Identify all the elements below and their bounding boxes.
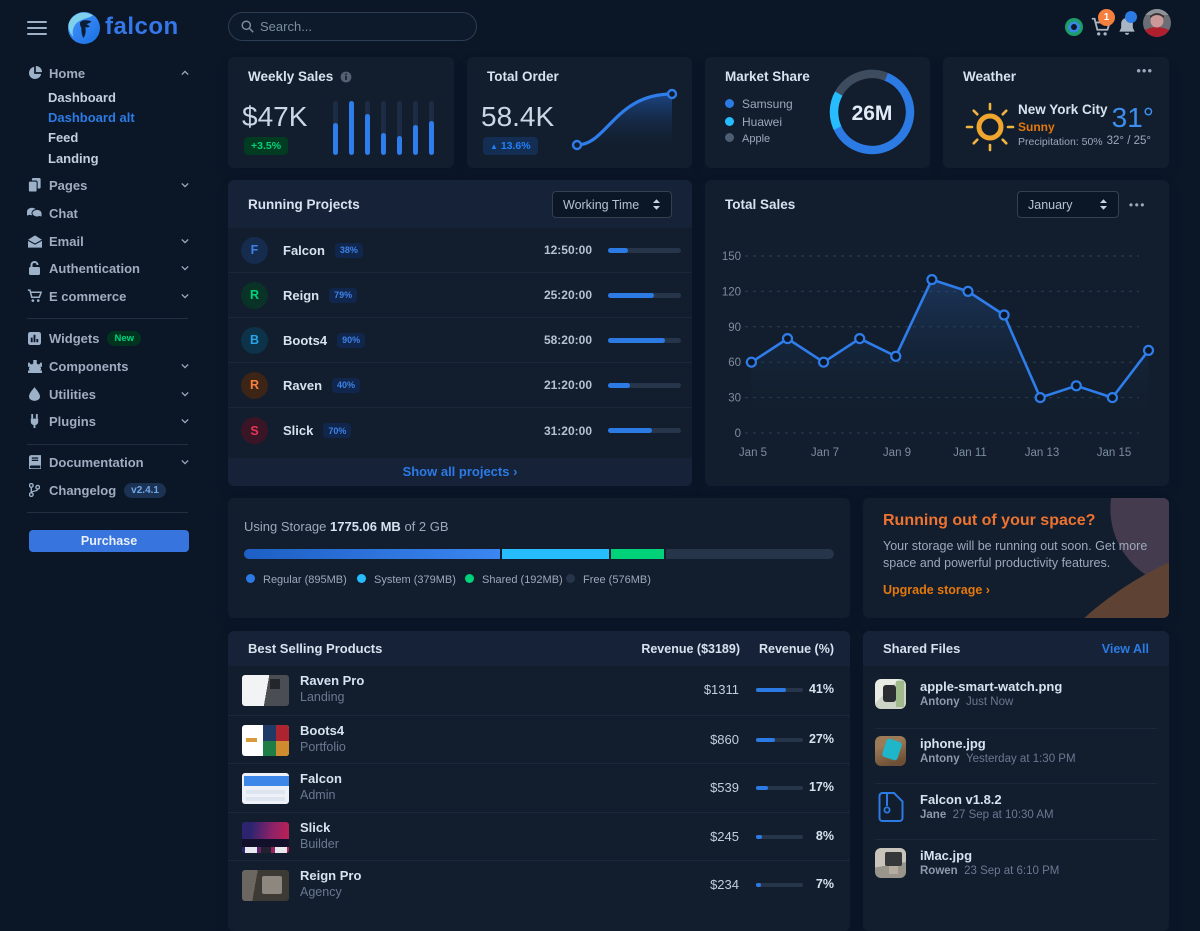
- svg-text:26M: 26M: [852, 102, 893, 125]
- svg-text:90: 90: [728, 322, 741, 334]
- svg-text:150: 150: [722, 251, 741, 263]
- svg-text:Jan 13: Jan 13: [1025, 447, 1060, 459]
- svg-text:120: 120: [722, 286, 741, 298]
- svg-text:Jan 11: Jan 11: [953, 447, 987, 459]
- svg-text:Jan 5: Jan 5: [739, 447, 767, 459]
- svg-text:Jan 15: Jan 15: [1097, 447, 1132, 459]
- svg-text:30: 30: [728, 393, 741, 405]
- svg-text:Jan 9: Jan 9: [883, 447, 911, 459]
- svg-text:Jan 7: Jan 7: [811, 447, 839, 459]
- svg-text:0: 0: [735, 428, 741, 440]
- svg-text:60: 60: [728, 357, 741, 369]
